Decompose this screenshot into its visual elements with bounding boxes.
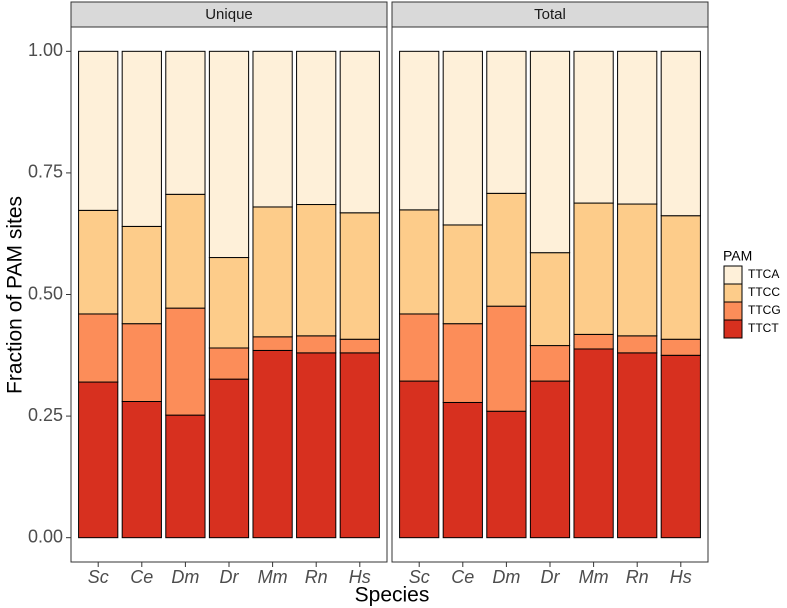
bar-segment (121, 323, 162, 403)
bar-segment (529, 252, 571, 347)
bar-segment (208, 347, 250, 380)
x-tick-label: Mm (579, 567, 609, 587)
strip (70, 1, 388, 28)
x-tick-label: Ce (451, 567, 474, 587)
bar-segment (399, 313, 440, 382)
y-tick-label: 1.00 (28, 40, 63, 60)
bar-segment (486, 305, 527, 412)
bar-segment (529, 345, 571, 382)
bar-segment (660, 50, 701, 217)
legend-label: TTCT (748, 321, 779, 335)
bar-segment (208, 257, 250, 349)
x-tick-label: Ce (130, 567, 153, 587)
bar-segment (617, 203, 658, 337)
bar-segment (296, 335, 337, 354)
bar-segment (165, 193, 206, 309)
bar-segment (252, 206, 293, 338)
bar-segment (165, 50, 206, 195)
bar-segment (442, 50, 483, 226)
x-tick-label: Rn (305, 567, 328, 587)
legend-label: TTCC (748, 285, 780, 299)
bar-segment (617, 352, 658, 539)
bar-segment (208, 50, 250, 259)
bar-segment (78, 313, 119, 383)
x-axis-title: Species (355, 584, 430, 607)
bar-segment (78, 381, 119, 539)
bar-segment (573, 202, 614, 335)
bar-segment (486, 50, 527, 194)
bar-segment (252, 50, 293, 208)
x-tick-label: Sc (88, 567, 109, 587)
bar-segment (486, 192, 527, 307)
x-tick-label: Rn (626, 567, 649, 587)
bar-segment (617, 50, 658, 205)
bar-segment (339, 50, 380, 214)
bar-segment (573, 50, 614, 204)
legend-title: PAM (723, 248, 752, 264)
legend-label: TTCA (748, 267, 779, 281)
bar-segment (339, 212, 380, 340)
bar-segment (660, 215, 701, 340)
bar-segment (121, 225, 162, 325)
bar-segment (252, 349, 293, 539)
x-tick-label: Dr (220, 567, 240, 587)
bar-segment (529, 50, 571, 254)
bar-segment (573, 333, 614, 350)
x-tick-label: Hs (670, 567, 692, 587)
x-tick-label: Sc (409, 567, 430, 587)
facet-title: Total (534, 6, 566, 23)
bar-segment (529, 380, 571, 539)
y-tick-label: 0.00 (28, 526, 63, 546)
x-tick-label: Mm (258, 567, 288, 587)
bar-segment (442, 224, 483, 325)
x-tick-label: Dr (541, 567, 561, 587)
bar-segment (78, 209, 119, 315)
y-tick-label: 0.75 (28, 162, 63, 182)
bar-segment (78, 50, 119, 211)
y-axis-title: Fraction of PAM sites (4, 196, 27, 394)
bar-segment (296, 352, 337, 539)
bar-segment (252, 336, 293, 351)
bar-segment (442, 323, 483, 403)
bar-segment (339, 338, 380, 354)
bar-segment (296, 50, 337, 206)
bar-segment (399, 380, 440, 539)
bar-segment (165, 414, 206, 539)
bar-segment (208, 378, 250, 539)
bar-segment (165, 307, 206, 416)
x-tick-label: Hs (349, 567, 371, 587)
x-tick-label: Dm (492, 567, 520, 587)
bar-segment (339, 352, 380, 539)
bar-segment (121, 50, 162, 227)
bar-segment (399, 209, 440, 315)
bar-segment (296, 204, 337, 337)
bar-segment (573, 348, 614, 539)
legend-key (723, 301, 743, 321)
legend-key (723, 265, 743, 285)
legend-key (723, 283, 743, 303)
bar-segment (121, 401, 162, 539)
facet-title: Unique (205, 6, 253, 23)
bar-segment (399, 50, 440, 211)
bar-segment (486, 410, 527, 539)
legend-label: TTCG (748, 303, 781, 317)
bar-segment (617, 335, 658, 354)
y-tick-label: 0.50 (28, 283, 63, 303)
legend-key (723, 319, 743, 339)
bar-segment (442, 401, 483, 539)
x-tick-label: Dm (171, 567, 199, 587)
y-tick-label: 0.25 (28, 405, 63, 425)
bar-segment (660, 354, 701, 539)
bar-segment (660, 338, 701, 356)
